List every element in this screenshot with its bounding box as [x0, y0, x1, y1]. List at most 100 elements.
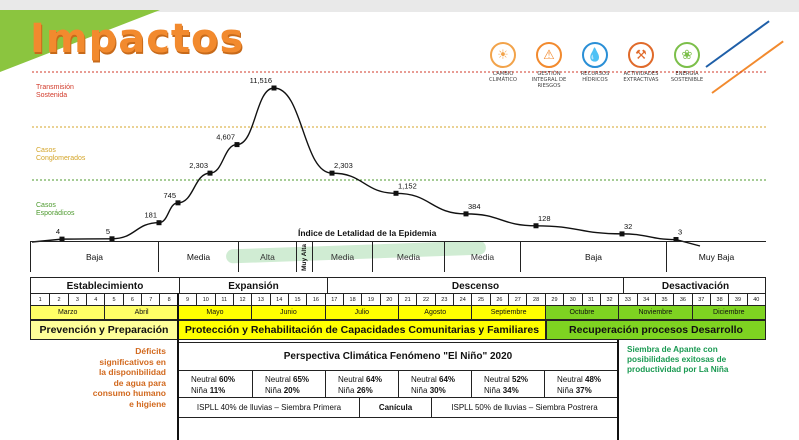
week-cell: 22: [416, 294, 434, 306]
enso-nina-line: Niña 20%: [265, 385, 325, 396]
letalidad-label: Media: [470, 252, 495, 262]
letalidad-cell: Baja: [520, 242, 666, 272]
letalidad-row: Baja Media Alta Muy Alta Media Media Media Baja…: [30, 241, 766, 272]
topic-icon-item: ⚠ GESTIÓN INTEGRAL DE RIESGOS: [526, 42, 572, 89]
topic-icon-label: ACTIVIDADES EXTRACTIVAS: [623, 71, 659, 83]
topic-icon-label: CAMBIO CLIMÁTICO: [488, 71, 518, 83]
month-cell: Septiembre: [471, 306, 545, 319]
enso-cell: Neutral 60% Niña 11%: [179, 371, 252, 398]
enso-nina-line: Niña 26%: [338, 385, 398, 396]
divider-left: [177, 293, 179, 440]
data-point: [109, 236, 115, 242]
topic-icons: ☀ CAMBIO CLIMÁTICO ⚠ GESTIÓN INTEGRAL DE RI…: [480, 42, 712, 92]
week-cell: 30: [563, 294, 581, 306]
cambio-climatico-icon: ☀: [490, 42, 516, 68]
topic-icon-label: RECURSOS HÍDRICOS: [580, 71, 610, 83]
week-cell: 16: [306, 294, 324, 306]
enso-neutral-label: Neutral: [557, 375, 583, 384]
letalidad-label: Media: [186, 252, 211, 262]
green-corner-decoration: [0, 10, 160, 72]
letalidad-cell: Muy Baja: [666, 242, 766, 272]
data-label: 2,303: [189, 161, 208, 170]
letalidad-label: Baja: [584, 252, 602, 262]
topic-icon-label: GESTIÓN INTEGRAL DE RIESGOS: [531, 71, 567, 89]
week-cell: 33: [618, 294, 636, 306]
letalidad-cell: Media: [444, 242, 520, 272]
enso-nina-value: 20%: [283, 386, 300, 395]
week-cell: 17: [324, 294, 343, 306]
ispll-row: ISPLL 40% de lluvias – Siembra Primera Ca…: [178, 398, 618, 418]
nina-note: Siembra de Apante con posibilidades exit…: [627, 345, 729, 375]
band-cell: Prevención y Preparación: [30, 320, 178, 340]
topic-icon-item: ☀ CAMBIO CLIMÁTICO: [480, 42, 526, 83]
week-cell: 19: [361, 294, 379, 306]
phases-row: Establecimiento Expansión Descenso Desactiv…: [30, 277, 767, 294]
week-cell: 20: [379, 294, 398, 306]
topic-icon-item: 💧 RECURSOS HÍDRICOS: [572, 42, 618, 83]
data-point: [59, 236, 65, 242]
month-cell: Mayo: [177, 306, 252, 319]
enso-nina-value: 11%: [209, 386, 226, 395]
gestion-riesgos-icon: ⚠: [536, 42, 562, 68]
zone-label-transmision: Transmisión Sostenida: [36, 84, 74, 99]
letalidad-label: Muy Alta: [301, 243, 308, 271]
ispll-cell: Canícula: [359, 398, 431, 417]
enso-nina-line: Niña 11%: [191, 385, 252, 396]
week-cell: 2: [49, 294, 67, 306]
week-cell: 28: [526, 294, 544, 306]
band-cell: Recuperación procesos Desarrollo: [546, 320, 766, 340]
month-cell: Noviembre: [618, 306, 692, 319]
letalidad-label: Media: [396, 252, 421, 262]
enso-neutral-value: 52%: [512, 375, 529, 384]
enso-neutral-line: Neutral 64%: [411, 374, 471, 385]
week-cell: 11: [214, 294, 233, 306]
enso-nina-value: 34%: [502, 386, 519, 395]
week-cell: 34: [636, 294, 655, 306]
week-cell: 37: [691, 294, 710, 306]
enso-neutral-label: Neutral: [484, 375, 510, 384]
week-cell: 18: [342, 294, 361, 306]
phase-cell: Descenso: [327, 278, 623, 294]
data-label: 4,607: [216, 133, 235, 142]
enso-cell: Neutral 65% Niña 20%: [252, 371, 325, 398]
divider-right: [617, 340, 619, 440]
enso-neutral-line: Neutral 52%: [484, 374, 544, 385]
letalidad-label: Media: [330, 252, 355, 262]
week-cell: 6: [122, 294, 141, 306]
energia-sostenible-icon: ❀: [674, 42, 700, 68]
month-cell: Diciembre: [691, 306, 765, 319]
topic-icon-item: ⚒ ACTIVIDADES EXTRACTIVAS: [618, 42, 664, 83]
letalidad-cell: Media: [312, 242, 372, 272]
enso-nina-value: 30%: [429, 386, 446, 395]
enso-cell: Neutral 64% Niña 26%: [325, 371, 398, 398]
enso-nina-line: Niña 37%: [557, 385, 617, 396]
enso-cell: Neutral 64% Niña 30%: [398, 371, 471, 398]
week-cell: 4: [86, 294, 104, 306]
letalidad-cell: Alta: [238, 242, 296, 272]
top-bar: [0, 0, 799, 12]
letalidad-label: Muy Baja: [698, 252, 735, 262]
enso-nina-label: Niña: [191, 386, 208, 395]
month-cell: Abril: [104, 306, 178, 319]
week-cell: 36: [673, 294, 691, 306]
data-label: 11,516: [250, 76, 272, 85]
data-label: 4: [56, 227, 60, 236]
band-cell: Protección y Rehabilitación de Capacidad…: [178, 320, 546, 340]
data-label: 5: [106, 227, 110, 236]
week-cell: 26: [489, 294, 508, 306]
perspectiva-title: Perspectiva Climática Fenómeno "El Niño"…: [178, 342, 618, 370]
data-label: 1,152: [398, 181, 417, 190]
enso-nina-label: Niña: [557, 386, 574, 395]
week-cell: 38: [709, 294, 728, 306]
enso-neutral-label: Neutral: [338, 375, 364, 384]
deficit-note: Déficits significativos en la disponibil…: [92, 346, 166, 409]
letalidad-label: Baja: [85, 252, 103, 262]
week-cell: 40: [746, 294, 765, 306]
phase-cell: Establecimiento: [66, 280, 144, 292]
week-cell: 31: [581, 294, 600, 306]
phase-cell: Desactivación: [623, 278, 767, 294]
week-cell: 24: [453, 294, 471, 306]
month-cell: Octubre: [544, 306, 619, 319]
data-point: [234, 142, 240, 148]
